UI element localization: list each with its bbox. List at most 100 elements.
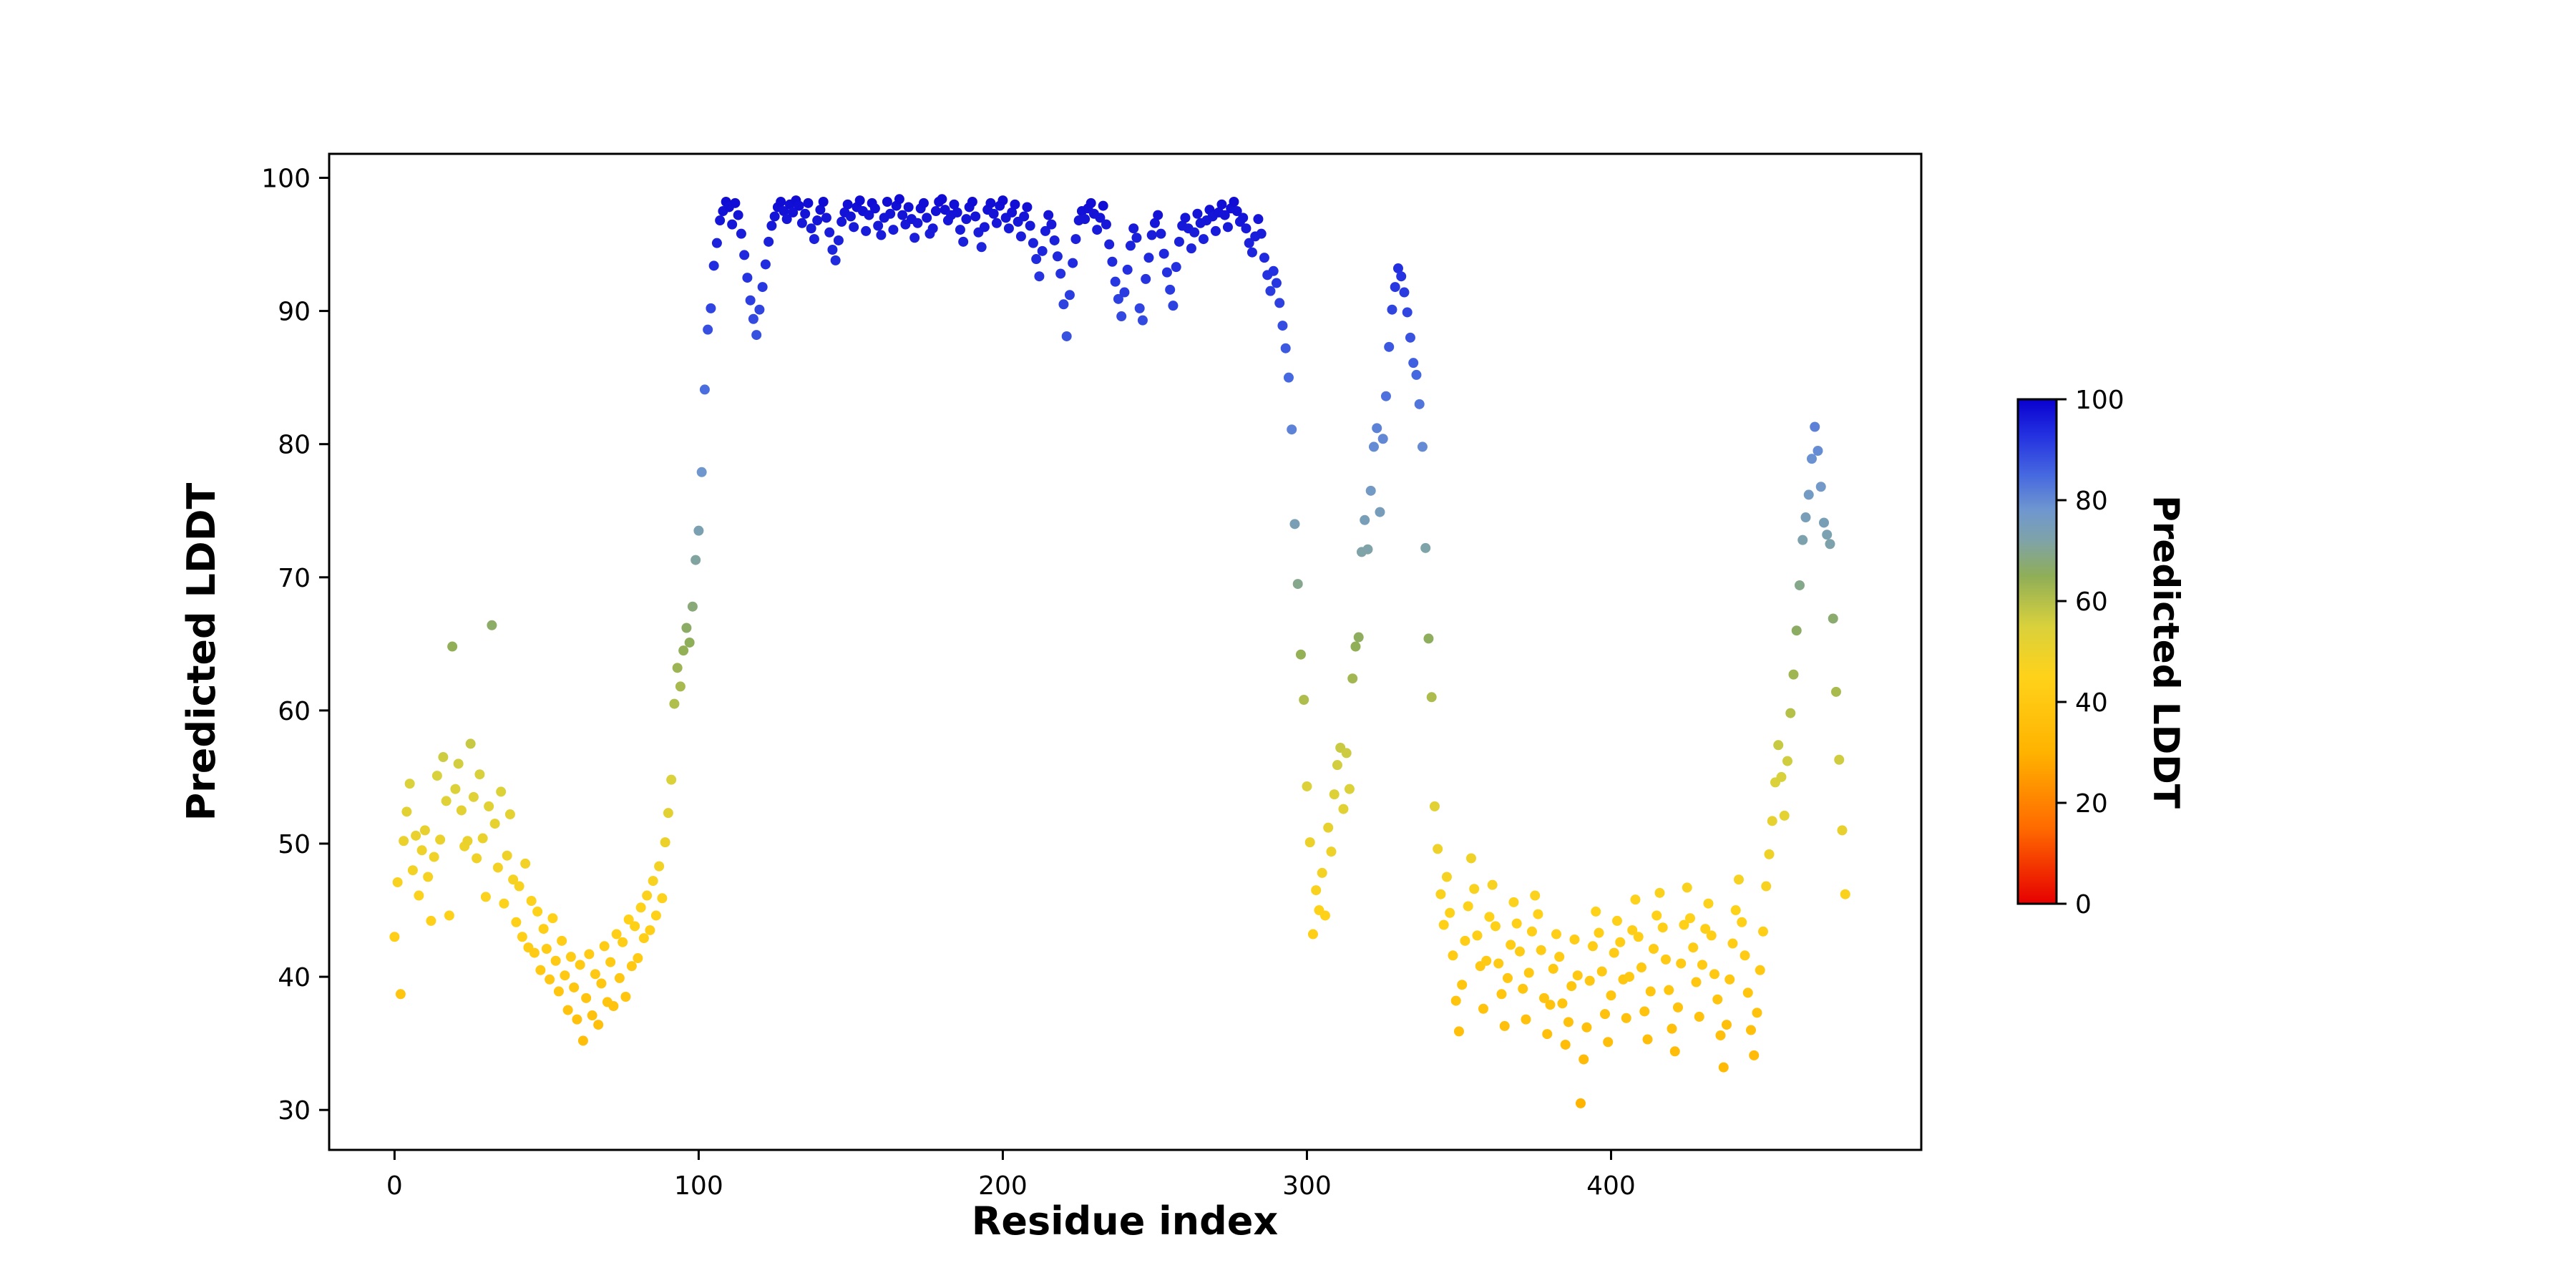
data-point bbox=[489, 819, 500, 829]
data-point bbox=[1134, 303, 1145, 313]
data-point bbox=[1031, 254, 1042, 265]
data-point bbox=[1019, 211, 1030, 222]
data-point bbox=[888, 225, 899, 235]
data-point bbox=[1508, 897, 1519, 907]
data-point bbox=[1764, 849, 1775, 859]
data-point bbox=[876, 230, 887, 240]
data-point bbox=[824, 227, 835, 238]
data-point bbox=[909, 233, 920, 243]
data-point bbox=[1453, 1026, 1464, 1037]
data-point bbox=[882, 196, 892, 207]
data-point bbox=[1506, 940, 1516, 950]
data-point bbox=[1414, 399, 1425, 409]
data-point bbox=[1657, 922, 1668, 933]
data-point bbox=[976, 242, 987, 253]
data-point bbox=[1259, 253, 1269, 263]
data-point bbox=[703, 324, 713, 335]
data-point bbox=[742, 273, 753, 283]
data-point bbox=[401, 806, 412, 817]
data-point bbox=[961, 214, 972, 225]
data-point bbox=[1797, 535, 1808, 545]
data-point bbox=[1246, 247, 1257, 258]
data-point bbox=[663, 808, 673, 819]
data-point bbox=[577, 1035, 588, 1046]
data-point bbox=[885, 208, 896, 219]
data-point bbox=[873, 220, 884, 231]
data-point bbox=[618, 937, 628, 947]
data-point bbox=[830, 255, 841, 265]
colorbar-axis-label: Predicted LDDT bbox=[2145, 495, 2187, 809]
data-point bbox=[535, 965, 546, 975]
data-point bbox=[1229, 196, 1239, 207]
data-point bbox=[638, 933, 649, 944]
y-axis-label: Predicted LDDT bbox=[179, 482, 224, 821]
data-point bbox=[1277, 321, 1288, 331]
data-point bbox=[1402, 307, 1413, 318]
data-point bbox=[1025, 220, 1035, 231]
data-point bbox=[1773, 740, 1784, 751]
data-point bbox=[1538, 992, 1549, 1003]
data-point bbox=[1241, 223, 1252, 234]
plot-area: 0 100 200 300 400 30 40 50 60 70 80 90 100 bbox=[261, 152, 1923, 1201]
data-point bbox=[1481, 955, 1492, 966]
data-point bbox=[1584, 975, 1595, 986]
data-point bbox=[1280, 343, 1291, 353]
data-point bbox=[699, 384, 710, 395]
data-point bbox=[1143, 253, 1154, 263]
data-point bbox=[1463, 901, 1473, 912]
data-point bbox=[1433, 844, 1443, 854]
data-point bbox=[1231, 206, 1242, 217]
data-point bbox=[1426, 692, 1437, 703]
colorbar-gradient bbox=[2016, 398, 2058, 905]
data-point bbox=[675, 681, 686, 692]
y-tick-label: 40 bbox=[278, 963, 311, 992]
data-point bbox=[1572, 970, 1583, 981]
data-point bbox=[596, 978, 607, 989]
data-point bbox=[1420, 542, 1431, 553]
data-point bbox=[1271, 278, 1282, 288]
data-point bbox=[754, 304, 765, 315]
data-point bbox=[572, 1014, 582, 1025]
data-point bbox=[1052, 251, 1063, 262]
data-point bbox=[1353, 632, 1364, 643]
data-point bbox=[447, 641, 458, 652]
data-point bbox=[1392, 263, 1403, 274]
data-point bbox=[1037, 245, 1048, 256]
data-point bbox=[979, 222, 990, 233]
data-point bbox=[1007, 207, 1018, 218]
data-point bbox=[1399, 287, 1410, 298]
data-point bbox=[1518, 983, 1528, 994]
data-point bbox=[1161, 267, 1172, 278]
data-point bbox=[1125, 240, 1136, 251]
data-point bbox=[1530, 890, 1541, 901]
data-point bbox=[399, 836, 409, 847]
data-point bbox=[1679, 919, 1689, 930]
data-point bbox=[499, 898, 509, 909]
data-point bbox=[930, 206, 941, 217]
data-point bbox=[1487, 879, 1498, 890]
data-point bbox=[1752, 1008, 1762, 1018]
data-point bbox=[869, 203, 880, 214]
data-point bbox=[1101, 219, 1111, 230]
data-point bbox=[1457, 980, 1468, 990]
data-point bbox=[1818, 517, 1829, 528]
data-point bbox=[1384, 341, 1395, 352]
data-point bbox=[593, 1020, 604, 1030]
data-point bbox=[1387, 304, 1397, 315]
data-point bbox=[1557, 998, 1568, 1009]
data-point bbox=[1837, 825, 1848, 836]
data-point bbox=[1390, 282, 1400, 293]
data-point bbox=[1156, 228, 1166, 239]
data-point bbox=[426, 915, 436, 926]
data-point bbox=[404, 779, 415, 789]
data-point bbox=[1010, 199, 1020, 210]
data-point bbox=[955, 225, 965, 235]
data-point bbox=[1542, 1029, 1553, 1040]
data-point bbox=[894, 194, 904, 205]
data-point bbox=[1222, 222, 1233, 233]
data-point bbox=[620, 991, 631, 1002]
data-point bbox=[1682, 882, 1692, 893]
data-point bbox=[1526, 926, 1537, 937]
data-point bbox=[1822, 530, 1833, 540]
data-point bbox=[1621, 1013, 1631, 1023]
